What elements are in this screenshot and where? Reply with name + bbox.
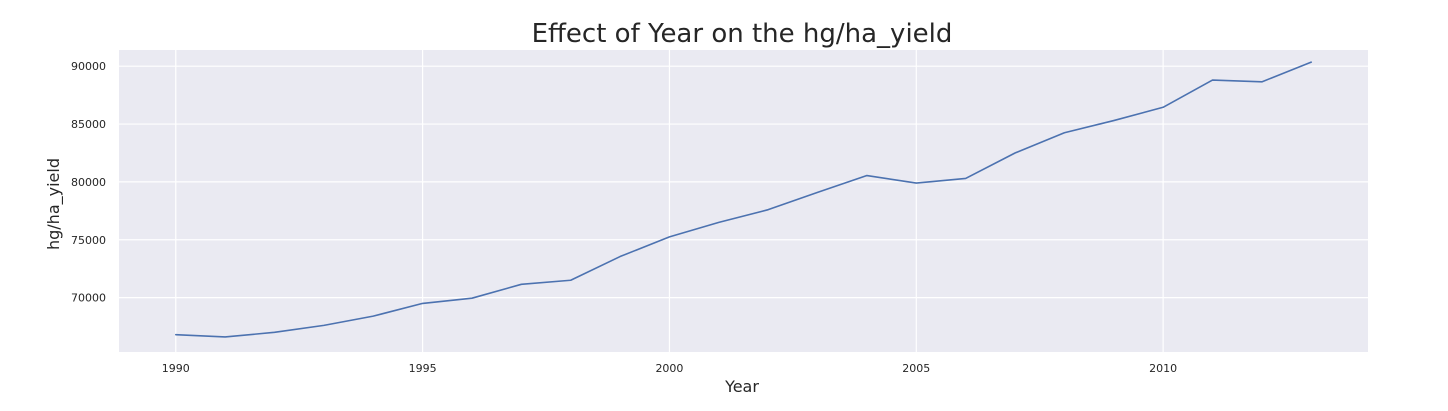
series-line xyxy=(174,61,1313,338)
x-tick-label: 2010 xyxy=(1149,362,1177,375)
y-tick-label: 90000 xyxy=(71,60,106,73)
y-tick-label: 75000 xyxy=(71,234,106,247)
y-tick-label: 80000 xyxy=(71,176,106,189)
x-tick-label: 2005 xyxy=(902,362,930,375)
x-tick-label: 1990 xyxy=(162,362,190,375)
x-tick-label: 1995 xyxy=(409,362,437,375)
y-gridlines xyxy=(119,65,1368,299)
x-axis-label: Year xyxy=(724,377,759,396)
y-tick-labels: 70000 75000 80000 85000 90000 xyxy=(71,60,106,304)
x-tick-label: 2000 xyxy=(655,362,683,375)
x-tick-labels: 1990 1995 2000 2005 2010 xyxy=(162,362,1177,375)
series-layer xyxy=(174,61,1313,338)
plot-area xyxy=(119,50,1368,352)
y-axis-label: hg/ha_yield xyxy=(44,158,64,250)
y-tick-label: 70000 xyxy=(71,292,106,305)
y-tick-label: 85000 xyxy=(71,118,106,131)
x-gridlines xyxy=(175,50,1164,352)
chart-title: Effect of Year on the hg/ha_yield xyxy=(532,19,953,49)
